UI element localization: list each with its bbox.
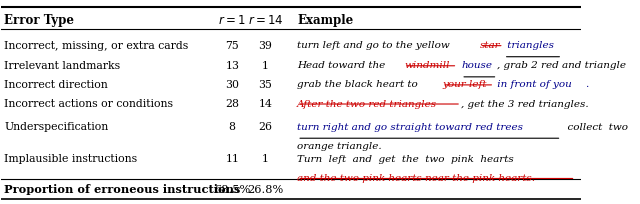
Text: 39: 39 bbox=[259, 41, 272, 51]
Text: Error Type: Error Type bbox=[4, 14, 74, 27]
Text: your left: your left bbox=[442, 80, 486, 89]
Text: 11: 11 bbox=[225, 154, 239, 164]
Text: and the two pink hearts near the pink hearts.: and the two pink hearts near the pink he… bbox=[297, 174, 535, 183]
Text: Turn  left  and  get  the  two  pink  hearts: Turn left and get the two pink hearts bbox=[297, 155, 514, 164]
Text: , get the 3 red triangles.: , get the 3 red triangles. bbox=[461, 100, 589, 109]
Text: Proportion of erroneous instructions: Proportion of erroneous instructions bbox=[4, 184, 241, 195]
Text: 30: 30 bbox=[225, 80, 239, 90]
Text: house: house bbox=[461, 61, 492, 70]
Text: 26.8%: 26.8% bbox=[247, 185, 284, 195]
Text: Incorrect, missing, or extra cards: Incorrect, missing, or extra cards bbox=[4, 41, 189, 51]
Text: 1: 1 bbox=[262, 61, 269, 71]
Text: 13: 13 bbox=[225, 61, 239, 71]
Text: in front of you: in front of you bbox=[494, 80, 572, 89]
Text: orange triangle.: orange triangle. bbox=[297, 142, 382, 151]
Text: collect  two: collect two bbox=[561, 123, 628, 132]
Text: , grab 2 red and triangle: , grab 2 red and triangle bbox=[497, 61, 627, 70]
Text: 26: 26 bbox=[259, 122, 272, 132]
Text: star: star bbox=[479, 41, 500, 50]
Text: Example: Example bbox=[297, 14, 353, 27]
Text: Irrelevant landmarks: Irrelevant landmarks bbox=[4, 61, 120, 71]
Text: turn right and go straight toward red trees: turn right and go straight toward red tr… bbox=[297, 123, 523, 132]
Text: After the two red triangles: After the two red triangles bbox=[297, 100, 437, 109]
Text: turn left and go to the yellow: turn left and go to the yellow bbox=[297, 41, 453, 50]
Text: 35: 35 bbox=[259, 80, 272, 90]
Text: Incorrect direction: Incorrect direction bbox=[4, 80, 108, 90]
Text: Implausible instructions: Implausible instructions bbox=[4, 154, 138, 164]
Text: Incorrect actions or conditions: Incorrect actions or conditions bbox=[4, 99, 173, 109]
Text: triangles: triangles bbox=[504, 41, 554, 50]
Text: 28: 28 bbox=[225, 99, 239, 109]
Text: $r=1$: $r=1$ bbox=[218, 14, 246, 27]
Text: $r=14$: $r=14$ bbox=[248, 14, 283, 27]
Text: grab the black heart to: grab the black heart to bbox=[297, 80, 421, 89]
Text: 68.5%: 68.5% bbox=[214, 185, 250, 195]
Text: windmill: windmill bbox=[404, 61, 450, 70]
Text: 1: 1 bbox=[262, 154, 269, 164]
Text: 75: 75 bbox=[225, 41, 239, 51]
Text: 14: 14 bbox=[259, 99, 272, 109]
Text: Head toward the: Head toward the bbox=[297, 61, 388, 70]
Text: .: . bbox=[585, 80, 588, 89]
Text: 8: 8 bbox=[228, 122, 236, 132]
Text: Underspecification: Underspecification bbox=[4, 122, 109, 132]
